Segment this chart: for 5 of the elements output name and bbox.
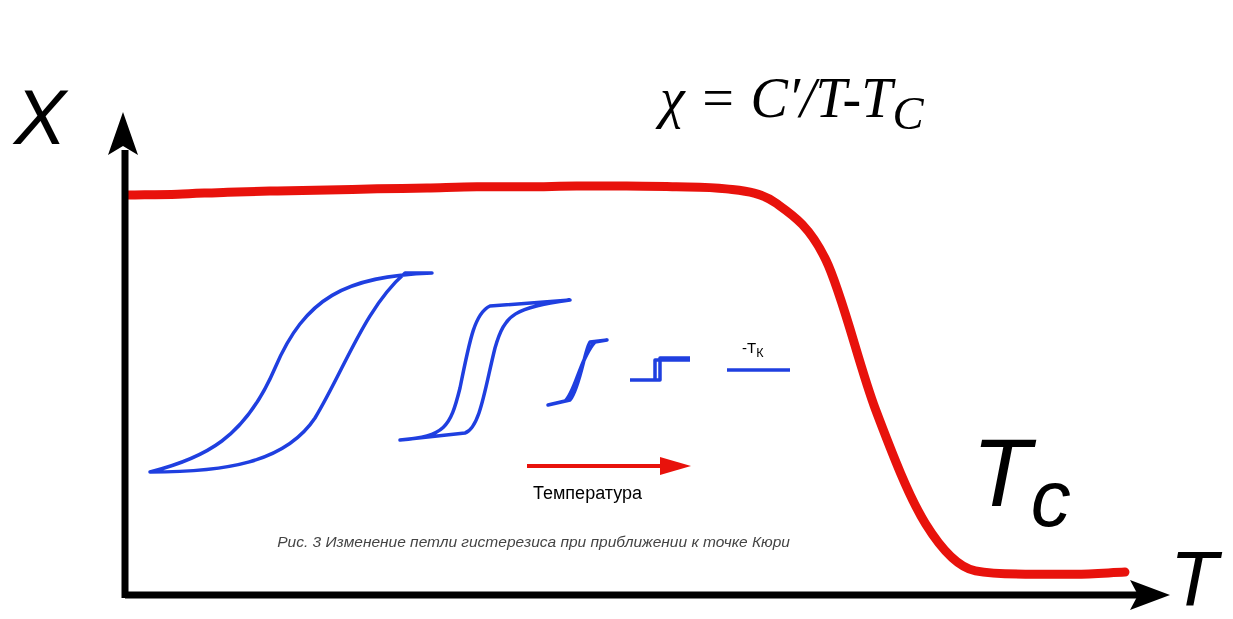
y-axis-title: X xyxy=(14,73,67,161)
annotation: T$_{c}$ xyxy=(972,419,1071,544)
annotation: Рис. 3 Изменение петли гистерезиса при приближении к точке Кюри xyxy=(276,532,790,552)
annotation: -T$_{К}$ xyxy=(742,339,764,360)
annotation: Температура xyxy=(533,483,643,503)
